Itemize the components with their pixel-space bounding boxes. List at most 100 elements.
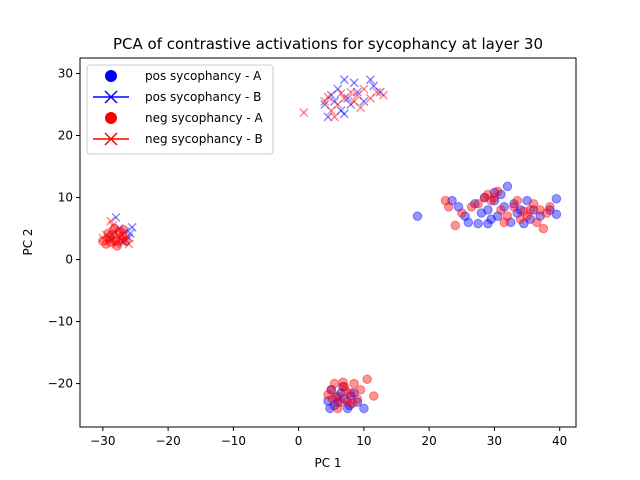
point-circle-0 bbox=[496, 189, 506, 200]
legend-x-marker bbox=[104, 90, 118, 104]
point-circle-2 bbox=[479, 192, 490, 203]
point-x-1 bbox=[359, 96, 369, 106]
y-tick-label: 20 bbox=[58, 129, 73, 143]
point-x-3 bbox=[299, 108, 309, 118]
x-tick-label: 40 bbox=[552, 434, 567, 448]
point-circle-2 bbox=[103, 228, 113, 239]
point-x-3 bbox=[372, 87, 382, 97]
point-x-3 bbox=[359, 84, 369, 94]
point-circle-0 bbox=[447, 195, 457, 206]
legend: pos sycophancy - A pos sycophancy - B neg … bbox=[86, 64, 274, 155]
point-x-1 bbox=[339, 75, 349, 85]
point-circle-2 bbox=[347, 398, 357, 409]
point-circle-0 bbox=[479, 192, 490, 203]
point-circle-0 bbox=[505, 217, 516, 228]
y-tick-label: −20 bbox=[48, 377, 73, 391]
point-x-3 bbox=[339, 93, 349, 103]
point-circle-0 bbox=[528, 205, 539, 215]
x-axis: −30 −20 −10 0 10 20 30 40 bbox=[90, 427, 567, 448]
point-circle-0 bbox=[476, 208, 487, 218]
point-circle-0 bbox=[412, 211, 423, 221]
point-x-3 bbox=[356, 103, 366, 113]
point-circle-2 bbox=[355, 384, 366, 395]
point-x-1 bbox=[333, 84, 343, 94]
point-circle-2 bbox=[332, 403, 343, 414]
point-circle-0 bbox=[489, 187, 500, 198]
point-x-1 bbox=[352, 87, 362, 97]
point-x-1 bbox=[320, 99, 330, 110]
point-circle-2 bbox=[473, 198, 483, 209]
point-x-1 bbox=[117, 236, 127, 246]
point-x-3 bbox=[104, 236, 114, 246]
point-circle-2 bbox=[326, 384, 337, 395]
point-circle-2 bbox=[342, 396, 353, 406]
point-x-1 bbox=[346, 99, 356, 110]
point-circle-0 bbox=[338, 381, 348, 392]
point-x-1 bbox=[127, 222, 137, 232]
point-circle-0 bbox=[460, 211, 470, 221]
y-tick-label: −10 bbox=[48, 315, 73, 329]
point-x-3 bbox=[98, 233, 108, 243]
point-circle-0 bbox=[535, 211, 545, 221]
point-circle-2 bbox=[515, 214, 526, 225]
point-circle-0 bbox=[492, 211, 503, 221]
point-circle-0 bbox=[332, 397, 343, 407]
point-circle-0 bbox=[323, 396, 333, 406]
point-circle-2 bbox=[499, 217, 510, 228]
point-circle-2 bbox=[492, 186, 503, 197]
points-layer bbox=[98, 75, 562, 414]
point-circle-0 bbox=[326, 384, 337, 395]
point-x-3 bbox=[346, 87, 356, 97]
legend-entry: pos sycophancy - B bbox=[93, 90, 261, 104]
plot-area-frame bbox=[79, 57, 577, 428]
point-x-1 bbox=[365, 75, 375, 85]
point-circle-2 bbox=[352, 394, 363, 404]
point-x-3 bbox=[106, 216, 116, 226]
point-x-1 bbox=[121, 227, 131, 237]
point-x-3 bbox=[114, 233, 124, 243]
point-x-1 bbox=[106, 235, 116, 245]
point-circle-2 bbox=[509, 202, 519, 212]
point-circle-0 bbox=[352, 397, 363, 407]
point-circle-2 bbox=[111, 236, 121, 246]
y-tick-label: 10 bbox=[58, 191, 73, 205]
legend-entry: neg sycophancy - B bbox=[93, 132, 263, 146]
point-x-3 bbox=[111, 239, 121, 249]
point-x-3 bbox=[121, 235, 131, 245]
point-x-3 bbox=[352, 90, 362, 100]
point-x-1 bbox=[119, 237, 129, 247]
point-circle-2 bbox=[545, 202, 555, 212]
y-tick-label: 30 bbox=[58, 67, 73, 81]
point-circle-0 bbox=[339, 394, 350, 404]
point-x-1 bbox=[108, 230, 118, 240]
point-x-3 bbox=[124, 239, 134, 249]
point-x-3 bbox=[378, 90, 389, 100]
point-circle-0 bbox=[502, 181, 513, 192]
point-circle-2 bbox=[346, 388, 356, 398]
point-circle-2 bbox=[443, 202, 454, 212]
point-circle-2 bbox=[489, 192, 500, 203]
x-tick-label: 20 bbox=[422, 434, 437, 448]
x-tick-label: −10 bbox=[221, 434, 246, 448]
point-circle-0 bbox=[499, 202, 510, 212]
point-circle-2 bbox=[532, 217, 542, 228]
point-x-1 bbox=[124, 233, 134, 243]
point-circle-2 bbox=[362, 374, 372, 385]
point-circle-2 bbox=[329, 378, 340, 389]
point-circle-2 bbox=[466, 202, 477, 212]
legend-circle-marker bbox=[105, 112, 117, 124]
point-circle-2 bbox=[512, 195, 523, 206]
point-x-1 bbox=[349, 78, 359, 88]
point-x-3 bbox=[108, 220, 118, 230]
point-circle-2 bbox=[339, 381, 350, 392]
legend-label: neg sycophancy - B bbox=[145, 132, 263, 146]
point-circle-2 bbox=[483, 189, 493, 200]
point-circle-2 bbox=[368, 391, 379, 401]
point-circle-2 bbox=[117, 231, 128, 241]
point-circle-2 bbox=[440, 195, 451, 206]
point-x-3 bbox=[323, 92, 333, 102]
point-x-3 bbox=[110, 227, 120, 237]
legend-box bbox=[86, 64, 274, 155]
point-circle-2 bbox=[528, 198, 539, 209]
point-circle-0 bbox=[545, 205, 555, 215]
